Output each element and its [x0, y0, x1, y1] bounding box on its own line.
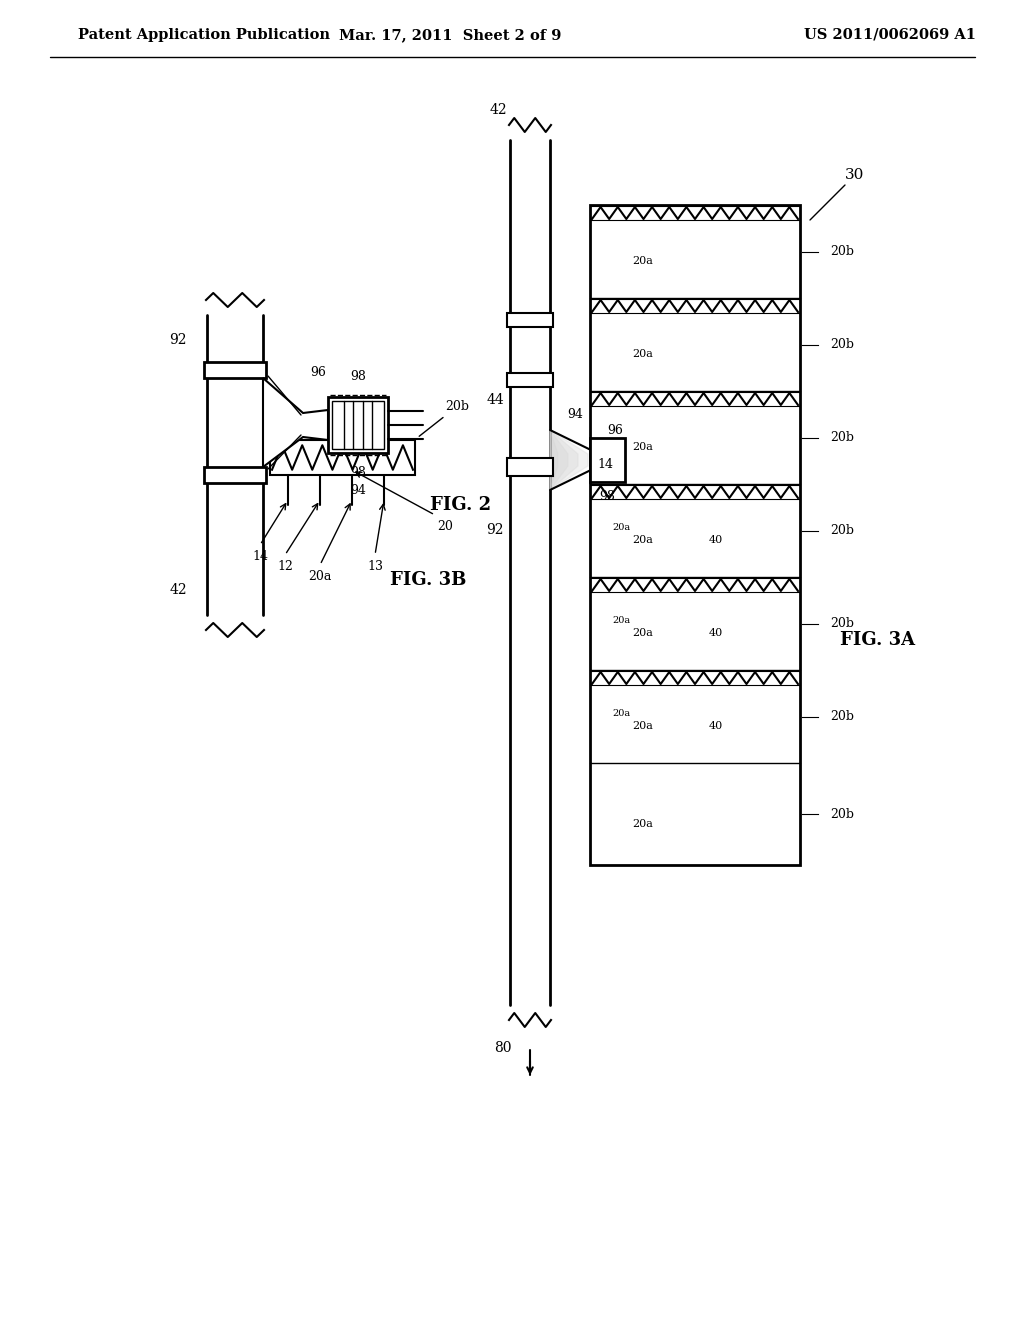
Text: 96: 96 — [607, 424, 623, 437]
Bar — [507, 374, 553, 387]
Text: 14: 14 — [252, 550, 268, 564]
Text: 20b: 20b — [419, 400, 469, 437]
Bar — [507, 313, 553, 327]
Text: 20a: 20a — [612, 616, 631, 626]
Bar — [328, 397, 388, 453]
Polygon shape — [550, 430, 588, 490]
Text: 92: 92 — [170, 333, 187, 347]
Text: 20b: 20b — [830, 616, 854, 630]
Text: 13: 13 — [367, 561, 383, 573]
Text: 20a: 20a — [612, 709, 631, 718]
Text: 40: 40 — [709, 535, 723, 545]
Text: 98: 98 — [350, 466, 366, 479]
Bar — [507, 458, 553, 477]
Polygon shape — [550, 430, 558, 490]
Bar — [590, 438, 625, 482]
Text: 20a: 20a — [632, 628, 653, 638]
Bar — [207, 315, 263, 615]
Text: FIG. 2: FIG. 2 — [430, 496, 492, 513]
Text: 94: 94 — [567, 408, 583, 421]
Text: 20a: 20a — [632, 535, 653, 545]
Text: 20a: 20a — [612, 523, 631, 532]
Text: 20a: 20a — [632, 442, 653, 451]
Text: 20b: 20b — [830, 710, 854, 723]
Text: Mar. 17, 2011  Sheet 2 of 9: Mar. 17, 2011 Sheet 2 of 9 — [339, 28, 561, 42]
Text: US 2011/0062069 A1: US 2011/0062069 A1 — [804, 28, 976, 42]
Text: 20b: 20b — [830, 246, 854, 257]
Bar — [510, 135, 550, 1010]
Text: 20a: 20a — [632, 348, 653, 359]
Text: 20a: 20a — [632, 721, 653, 731]
Bar — [590, 205, 800, 865]
Text: 20: 20 — [437, 520, 453, 533]
Text: 92: 92 — [486, 523, 504, 537]
Text: 20a: 20a — [632, 256, 653, 265]
Text: 40: 40 — [709, 628, 723, 638]
Text: 96: 96 — [310, 367, 326, 380]
Text: 20b: 20b — [830, 808, 854, 821]
Text: 12: 12 — [278, 561, 293, 573]
Polygon shape — [550, 430, 568, 490]
Text: 40: 40 — [709, 721, 723, 731]
Text: 98: 98 — [599, 490, 615, 503]
Text: 20b: 20b — [830, 432, 854, 444]
Text: 20a: 20a — [632, 820, 653, 829]
Text: Patent Application Publication: Patent Application Publication — [78, 28, 330, 42]
Text: 80: 80 — [495, 1041, 512, 1055]
Text: 14: 14 — [597, 458, 613, 471]
Text: 42: 42 — [489, 103, 507, 117]
Bar — [332, 401, 384, 449]
Bar — [204, 362, 266, 378]
Text: 98: 98 — [350, 371, 366, 384]
Bar — [204, 467, 266, 483]
Polygon shape — [263, 378, 328, 467]
Text: 44: 44 — [486, 393, 504, 407]
Text: 42: 42 — [169, 583, 187, 597]
Text: 20a: 20a — [308, 570, 332, 583]
Text: 20b: 20b — [830, 524, 854, 537]
Text: 30: 30 — [846, 168, 864, 182]
Bar — [270, 440, 415, 475]
Text: FIG. 3A: FIG. 3A — [840, 631, 915, 649]
Polygon shape — [550, 430, 578, 490]
Text: FIG. 3B: FIG. 3B — [390, 572, 466, 589]
Text: 94: 94 — [350, 484, 366, 498]
Text: 20b: 20b — [830, 338, 854, 351]
